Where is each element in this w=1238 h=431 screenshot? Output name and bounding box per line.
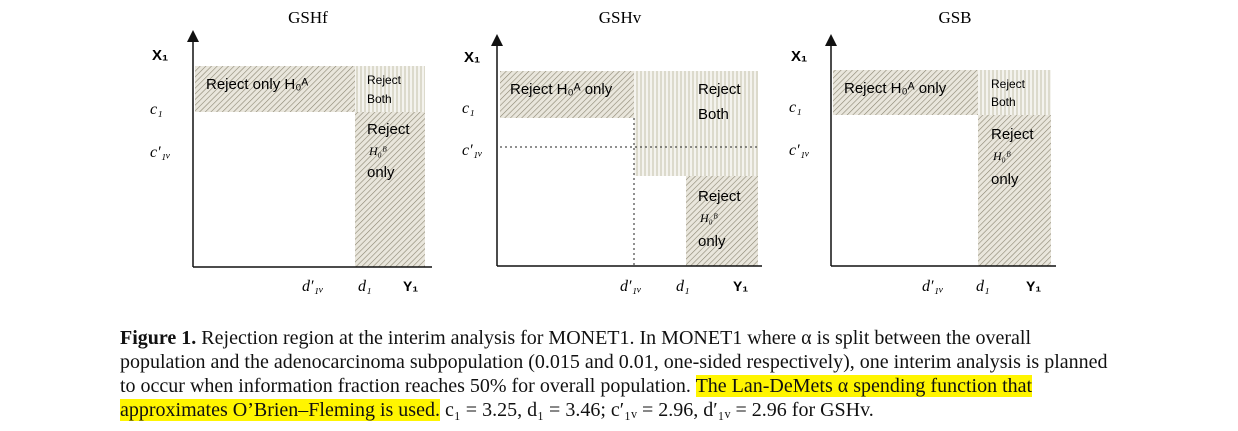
- x-tick-d1v: d′₁ᵥ: [302, 278, 324, 295]
- caption-tail: c₁ = 3.25, d₁ = 3.46; c′₁ᵥ = 2.96, d′₁ᵥ …: [444, 399, 874, 421]
- region-label-both: Reject Both: [367, 73, 402, 106]
- x-axis-label: Y₁: [1026, 278, 1041, 294]
- x-axis-label: Y₁: [403, 278, 418, 294]
- region-reject-a-only: [500, 71, 634, 118]
- region-label-b-only: Reject H₀ᴮ only: [367, 121, 410, 181]
- panel-title: GSHv: [599, 8, 642, 27]
- region-reject-b-only: [978, 115, 1051, 266]
- y-tick-c1: c₁: [462, 100, 475, 117]
- x-tick-d1v: d′₁ᵥ: [922, 278, 944, 295]
- region-reject-b-only: [686, 176, 758, 266]
- region-reject-a-only: [195, 66, 355, 112]
- caption-label: Figure 1.: [120, 327, 197, 349]
- region-reject-both: [634, 71, 758, 176]
- region-label-a-only: Reject H₀ᴬ only: [844, 80, 947, 97]
- region-label-a-only: Reject H₀ᴬ only: [510, 81, 613, 98]
- region-reject-both: [355, 66, 425, 112]
- x-axis-label: Y₁: [733, 278, 748, 294]
- y-axis-label: X₁: [152, 47, 168, 64]
- region-reject-a-only: [833, 70, 978, 115]
- x-tick-d1v: d′₁ᵥ: [620, 278, 642, 295]
- region-reject-b-only: [355, 112, 425, 267]
- region-label-b-only: Reject H₀ᴮ only: [991, 126, 1034, 188]
- y-axis-label: X₁: [791, 48, 807, 65]
- x-tick-d1: d₁: [676, 278, 690, 295]
- y-axis-label: X₁: [464, 49, 480, 66]
- panel-title: GSB: [938, 8, 971, 27]
- y-tick-c1v: c′₁ᵥ: [789, 142, 810, 159]
- region-label-a-only: Reject only H₀ᴬ: [206, 76, 308, 93]
- figure-caption: Figure 1. Rejection region at the interi…: [120, 326, 1120, 422]
- x-tick-d1: d₁: [976, 278, 990, 295]
- x-tick-d1: d₁: [358, 278, 372, 295]
- y-tick-c1v: c′₁ᵥ: [150, 144, 171, 161]
- region-reject-both: [978, 70, 1051, 115]
- region-label-both: Reject Both: [991, 77, 1026, 109]
- y-tick-c1: c₁: [150, 101, 163, 118]
- region-label-both: Reject Both: [698, 81, 741, 123]
- panel-title: GSHf: [288, 8, 328, 27]
- y-tick-c1v: c′₁ᵥ: [462, 142, 483, 159]
- panel-gshf: GSHf Reject only H₀ᴬ Reject Both Reject H₀…: [150, 8, 432, 295]
- caption-body: Rejection region at the interim analysis…: [120, 327, 1108, 397]
- panel-gsb: GSB Reject H₀ᴬ only Reject Both Reject H₀ᴮ…: [789, 8, 1056, 295]
- y-tick-c1: c₁: [789, 99, 802, 116]
- rejection-region-figure: GSHf Reject only H₀ᴬ Reject Both Reject H₀…: [150, 8, 1056, 295]
- panel-gshv: GSHv Reject H₀ᴬ only Reject Both Reject H₀…: [462, 8, 762, 295]
- region-label-b-only: Reject H₀ᴮ only: [698, 188, 741, 250]
